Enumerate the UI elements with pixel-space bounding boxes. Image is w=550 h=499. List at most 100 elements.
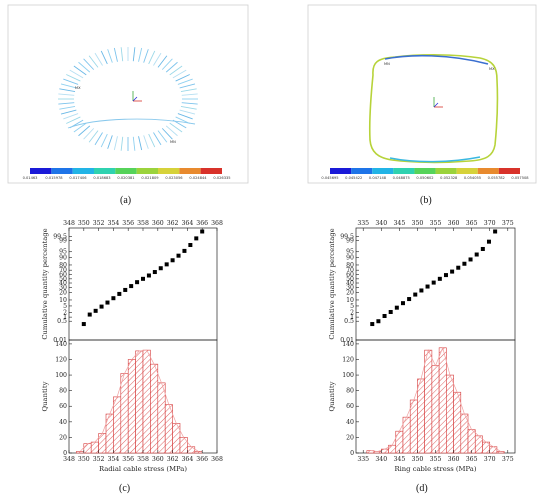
probability-point: [164, 262, 169, 267]
probability-point: [146, 273, 151, 278]
probability-y-tick-label: 60: [59, 272, 67, 279]
probability-y-tick-label: 40: [346, 280, 354, 287]
bottom-x-tick-label: 348: [63, 456, 75, 463]
colorbar-swatch: [179, 168, 201, 174]
radial-cable-spoke: [113, 136, 118, 151]
max-marker-b: MX: [489, 67, 495, 71]
radial-cable-spoke: [73, 122, 87, 133]
radial-cable-spoke: [179, 83, 196, 89]
ring-cable-bottom-segment: [389, 156, 481, 163]
radial-cable-spoke: [59, 105, 76, 110]
bottom-x-tick-label: 365: [466, 456, 478, 463]
top-x-tick-label: 366: [196, 220, 208, 227]
radial-cable-spoke: [60, 109, 77, 115]
colorbar-swatch: [136, 168, 158, 174]
radial-cable-spoke: [66, 116, 81, 124]
radial-cable-spoke: [148, 50, 156, 65]
top-x-tick-label: 345: [393, 220, 405, 227]
bottom-x-tick-label: 358: [137, 456, 149, 463]
histogram-fit-line: [79, 349, 199, 452]
probability-y-tick-label: 40: [59, 280, 67, 287]
probability-point: [194, 236, 199, 241]
radial-cable-spoke: [63, 113, 79, 120]
probability-point: [407, 297, 412, 302]
radial-cable-spoke: [94, 132, 103, 146]
radial-cable-spoke: [83, 128, 95, 140]
probability-point: [456, 265, 461, 270]
radial-cable-spoke: [94, 52, 103, 66]
axis-triad-b: [433, 97, 443, 108]
panel-a-render: MX MN 0.01463 0.015978 0.017406 0.018683 0.0…: [7, 4, 249, 184]
probability-point: [188, 243, 193, 248]
radial-cable-spoke: [78, 61, 91, 73]
radial-cable-spoke: [177, 113, 193, 120]
probability-point: [468, 257, 473, 262]
probability-y-tick-label: 99: [59, 238, 67, 245]
histogram-y-tick-label: 0: [350, 450, 354, 457]
colorbar-swatch: [158, 168, 180, 174]
colorbar-swatch: [372, 168, 394, 174]
probability-point: [431, 280, 436, 285]
probability-point: [419, 288, 424, 293]
probability-y-tick-label: 95: [59, 249, 67, 256]
top-x-tick-label: 350: [412, 220, 424, 227]
probability-y-tick-label: 99: [346, 238, 354, 245]
histogram-bar: [489, 446, 498, 454]
histogram-y-tick-label: 40: [346, 419, 354, 426]
colorbar-swatch: [115, 168, 137, 174]
probability-point: [87, 312, 92, 317]
probability-y-tick-label: 2: [63, 310, 67, 317]
histogram-bar: [120, 373, 129, 454]
histogram-bar: [187, 446, 196, 454]
probability-point: [152, 270, 157, 275]
probability-y-tick-label: 10: [59, 297, 67, 304]
histogram-y-tick-label: 80: [346, 388, 354, 395]
probability-y-axis-label: Cumulative quantity percentage: [41, 228, 49, 339]
histogram-bar: [453, 391, 462, 454]
histogram-bar: [194, 451, 203, 454]
radial-cable-spoke: [157, 130, 168, 143]
probability-point: [425, 284, 430, 289]
probability-point: [388, 310, 393, 315]
radial-cable-spoke: [138, 136, 143, 151]
probability-y-tick-label: 30: [59, 284, 67, 291]
probability-y-tick-label: 30: [346, 284, 354, 291]
top-x-tick-label: 350: [78, 220, 90, 227]
panel-b-frame: [307, 4, 537, 184]
radial-cable-model: [58, 47, 198, 151]
radial-cable-spoke: [153, 52, 162, 66]
top-x-tick-label: 360: [448, 220, 460, 227]
histogram-bar: [90, 441, 99, 454]
histogram-y-tick-label: 100: [55, 372, 67, 379]
min-marker-b: MN: [384, 62, 390, 66]
radial-cable-spoke: [143, 135, 149, 149]
histogram-y-tick-label: 80: [59, 388, 67, 395]
probability-point: [382, 313, 387, 318]
probability-y-tick-label: 50: [59, 276, 67, 283]
histogram-bar: [424, 349, 433, 454]
radial-cable-spoke: [177, 78, 193, 85]
colorbar-label: 0.045695: [321, 176, 338, 180]
probability-point: [141, 276, 145, 281]
colorbar-label: 0.045422: [345, 176, 362, 180]
radial-cable-spoke: [181, 102, 198, 105]
histogram-y-tick-label: 140: [55, 341, 67, 348]
bottom-x-tick-label: 345: [393, 456, 405, 463]
probability-point: [93, 308, 98, 313]
top-x-tick-label: 368: [211, 220, 223, 227]
radial-cable-spoke: [100, 50, 108, 65]
probability-point: [200, 229, 205, 234]
probability-y-tick-label: 95: [346, 249, 354, 256]
chart-panel-c: 348 350 352 354 356 358 360 362 364 366 3680.010.5…: [41, 220, 223, 473]
probability-point: [370, 322, 375, 327]
top-x-tick-label: 362: [167, 220, 179, 227]
colorbar-label: 0.052328: [440, 176, 458, 180]
histogram-x-axis-label: Ring cable stress (MPa): [395, 465, 477, 473]
caption-a: (a): [120, 195, 131, 206]
probability-y-tick-label: 0.01: [53, 337, 67, 344]
radial-cable-spoke: [169, 65, 183, 76]
histogram-y-tick-label: 120: [55, 356, 67, 363]
radial-cable-spoke: [100, 133, 108, 148]
caption-b: (b): [420, 195, 432, 206]
probability-y-tick-label: 99.5: [53, 233, 67, 240]
